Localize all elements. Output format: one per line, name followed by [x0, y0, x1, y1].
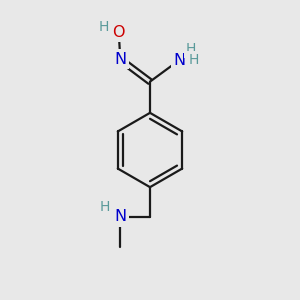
Text: H: H — [100, 200, 110, 214]
Text: H: H — [99, 20, 109, 34]
Text: H: H — [186, 42, 196, 56]
Text: H: H — [189, 52, 199, 67]
Text: O: O — [112, 25, 125, 40]
Text: N: N — [173, 53, 185, 68]
Text: N: N — [114, 52, 126, 67]
Text: N: N — [114, 209, 126, 224]
